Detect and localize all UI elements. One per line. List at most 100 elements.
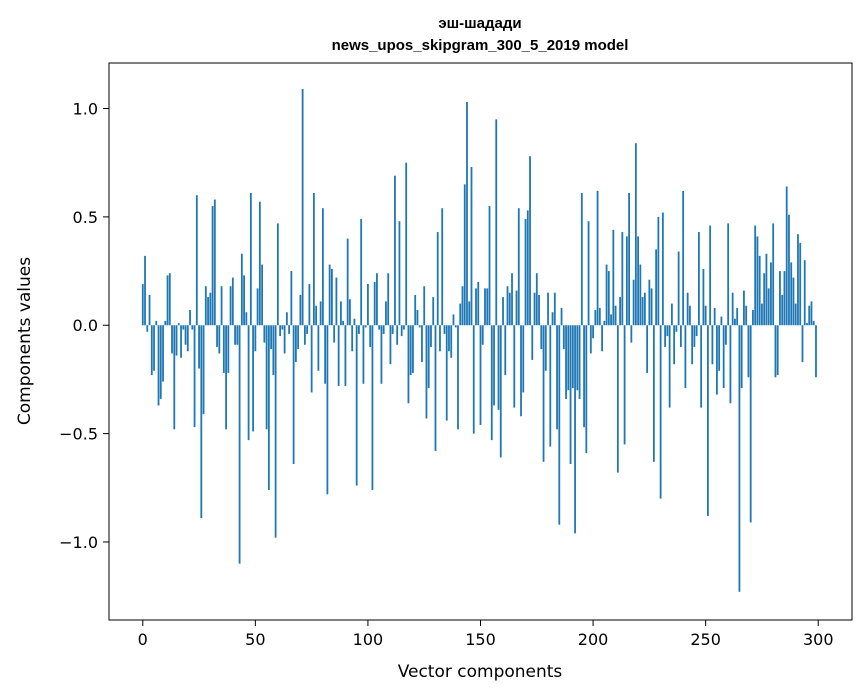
bar	[234, 325, 236, 345]
bar	[477, 281, 480, 326]
bar	[517, 208, 520, 326]
bar	[175, 325, 178, 356]
bar	[324, 325, 327, 384]
bar	[711, 325, 714, 365]
bar	[502, 297, 504, 326]
bar	[612, 229, 615, 326]
bar	[213, 199, 216, 326]
bar	[812, 320, 815, 326]
bar	[770, 262, 772, 326]
bar	[731, 292, 734, 326]
bar	[423, 286, 426, 326]
bar	[716, 325, 718, 395]
bar	[533, 292, 536, 326]
bar	[641, 297, 644, 326]
bar	[159, 325, 162, 399]
bar	[619, 297, 621, 326]
bar	[283, 325, 286, 354]
bar	[468, 301, 471, 326]
x-tick-label: 150	[465, 630, 496, 649]
bar	[472, 325, 475, 434]
bar	[254, 325, 257, 352]
bar	[632, 279, 635, 326]
bar	[761, 303, 763, 326]
bar	[571, 325, 574, 389]
bar	[231, 277, 234, 326]
bar	[666, 325, 669, 337]
bar	[216, 325, 218, 347]
bar	[387, 273, 390, 326]
bar	[652, 325, 655, 462]
bar	[378, 325, 381, 330]
bar	[360, 219, 363, 326]
bar	[376, 273, 378, 326]
bar	[515, 290, 518, 326]
bar	[153, 325, 155, 371]
bar	[698, 232, 700, 326]
bar	[227, 325, 230, 373]
bar	[229, 286, 232, 326]
bar	[326, 325, 329, 495]
bar	[272, 325, 275, 376]
bar	[605, 264, 608, 326]
bar	[416, 310, 419, 326]
bar	[522, 325, 525, 393]
bar	[389, 325, 392, 365]
bar	[430, 325, 432, 347]
bar	[150, 325, 153, 376]
bar	[560, 307, 563, 326]
bars-group	[141, 89, 817, 592]
bar	[583, 325, 585, 428]
bar	[391, 325, 394, 334]
bar	[425, 325, 428, 419]
bar	[565, 325, 567, 399]
bar	[794, 303, 797, 326]
bar	[684, 325, 687, 389]
bar	[598, 307, 601, 326]
bar	[587, 221, 590, 326]
bar	[303, 325, 306, 345]
bar	[294, 325, 297, 363]
bar	[177, 323, 180, 326]
bar	[405, 162, 408, 326]
bar	[495, 119, 498, 326]
bar	[734, 318, 736, 326]
bar	[562, 325, 565, 350]
bar	[265, 325, 268, 430]
bar	[679, 325, 682, 347]
bar	[463, 184, 466, 326]
bar	[403, 325, 405, 330]
bar	[385, 301, 387, 326]
bar	[745, 305, 748, 326]
bar	[270, 325, 273, 350]
bar	[362, 325, 365, 384]
bar	[767, 288, 770, 326]
bar	[146, 325, 149, 332]
y-axis-ticks: −1.0 −0.5 0.0 0.5 1.0	[59, 100, 109, 552]
bar	[569, 325, 572, 464]
y-tick-label: 1.0	[73, 100, 98, 119]
bar	[756, 236, 759, 326]
bar	[285, 312, 288, 326]
bar	[312, 193, 315, 326]
bar	[414, 294, 417, 326]
y-axis-label: Components values	[15, 257, 35, 425]
bar	[673, 325, 676, 365]
bar	[657, 216, 660, 326]
bar	[164, 320, 167, 326]
bar	[249, 193, 252, 326]
bar	[470, 167, 473, 326]
bar	[198, 325, 200, 369]
bar	[815, 325, 817, 378]
bar	[148, 294, 151, 326]
bar	[168, 273, 171, 326]
bar	[353, 318, 356, 326]
bar	[209, 292, 212, 326]
bar	[355, 325, 358, 486]
bar	[436, 232, 439, 326]
bar	[749, 325, 752, 523]
bar	[607, 271, 610, 326]
bar	[625, 236, 628, 326]
bar	[504, 325, 507, 376]
